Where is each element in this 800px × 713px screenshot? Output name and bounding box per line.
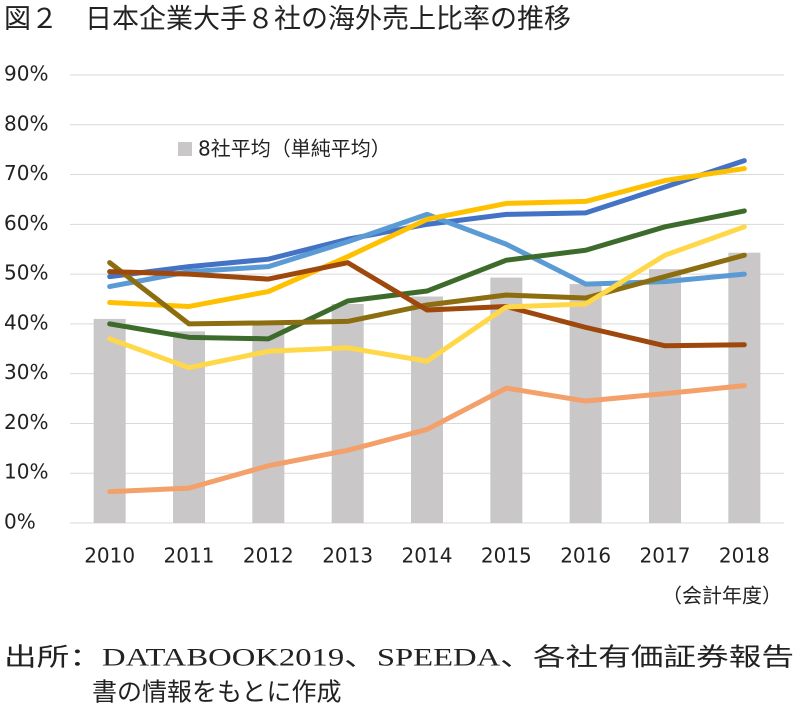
legend-swatch <box>178 142 192 156</box>
y-tick-label: 20% <box>4 410 48 434</box>
y-tick-label: 90% <box>4 62 48 86</box>
y-tick-label: 30% <box>4 360 48 384</box>
x-tick-label: 2011 <box>164 544 215 568</box>
source-note: 書の情報をもとに作成 <box>92 679 342 707</box>
line <box>107 166 747 309</box>
bar <box>490 277 523 523</box>
y-tick-label: 40% <box>4 310 48 334</box>
line <box>107 383 747 495</box>
x-tick-label: 2013 <box>322 544 373 568</box>
line <box>107 260 747 349</box>
y-tick-label: 0% <box>4 510 36 534</box>
x-tick-label: 2015 <box>481 544 532 568</box>
y-tick-label: 70% <box>4 161 48 185</box>
source-note: 出所：DATABOOK2019、SPEEDA、各社有価証券報告 <box>4 644 794 672</box>
x-axis-label: （会計年度） <box>662 584 782 608</box>
x-tick-label: 2012 <box>243 544 294 568</box>
bar <box>331 303 364 523</box>
chart-title: 図２ 日本企業大手８社の海外売上比率の推移 <box>4 4 571 34</box>
y-tick-label: 10% <box>4 460 48 484</box>
x-tick-label: 2016 <box>560 544 611 568</box>
y-tick-label: 80% <box>4 111 48 135</box>
legend-label: 8社平均（単純平均） <box>198 137 391 161</box>
line <box>107 224 747 371</box>
x-tick-label: 2018 <box>719 544 770 568</box>
y-tick-label: 60% <box>4 211 48 235</box>
x-tick-label: 2010 <box>84 544 135 568</box>
line <box>107 252 747 327</box>
bar <box>411 296 443 523</box>
line <box>107 158 747 280</box>
bar <box>173 331 205 523</box>
x-tick-label: 2017 <box>640 544 691 568</box>
line <box>107 208 747 342</box>
x-tick-label: 2014 <box>402 544 453 568</box>
y-tick-label: 50% <box>4 261 48 285</box>
